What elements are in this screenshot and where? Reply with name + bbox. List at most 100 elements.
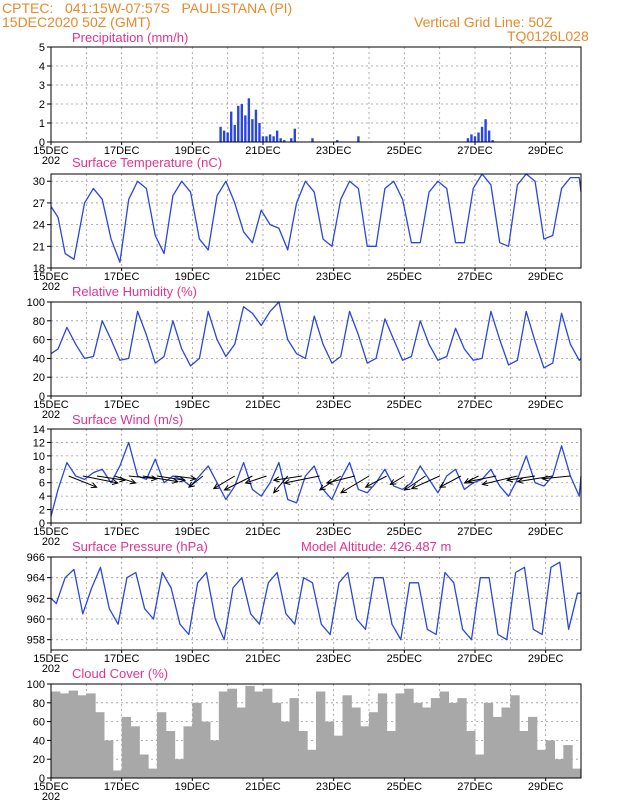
xtick-label: 19DEC	[175, 399, 211, 411]
pressure-title: Surface Pressure (hPa)	[72, 539, 208, 554]
rh-panel: 0 20 40 60 80 100 15DEC 17DEC 19DEC 21DEC 23DEC 25D…	[27, 284, 582, 421]
precip-bar	[473, 136, 477, 142]
precip-bar	[222, 130, 226, 142]
wind-arrow-head	[283, 478, 291, 485]
cloud-bar	[254, 691, 264, 778]
xtick-label: 19DEC	[175, 271, 211, 283]
xtick-label: 25DEC	[387, 781, 423, 793]
cloud-bar	[192, 702, 202, 778]
xtick-label: 29DEC	[528, 653, 564, 665]
cloud-bar	[271, 702, 282, 778]
precip-bar	[470, 134, 473, 142]
cloud-bar	[404, 688, 414, 778]
ytick-label: 4	[39, 61, 45, 73]
xtick-label: 27DEC	[457, 399, 493, 411]
xtick-label: 21DEC	[245, 526, 281, 538]
wind-arrow-head	[179, 476, 187, 483]
xtick-label: 23DEC	[316, 526, 352, 538]
precip-bar	[283, 140, 286, 142]
precip-bar	[237, 105, 240, 142]
ytick-label: 60	[33, 335, 45, 347]
xtick-label: 21DEC	[245, 399, 281, 411]
wind-arrow-head	[244, 478, 252, 485]
header-location: CPTEC: 041:15W-07:57S PAULISTANA (PI)	[2, 0, 293, 16]
year-label: 202	[42, 536, 60, 548]
ytick-label: 960	[27, 614, 45, 626]
cloud-bar	[333, 735, 343, 778]
ytick-label: 8	[39, 464, 45, 476]
ytick-label: 18	[33, 263, 45, 275]
wind-arrow-head	[129, 478, 137, 485]
wind-arrow-head	[150, 475, 158, 482]
cloud-panel: 0 20 40 60 80 100 15DEC 17DEC 19DEC 21DEC 23DEC 25D…	[27, 666, 582, 800]
wind-arrow	[326, 475, 355, 484]
xtick-label: 25DEC	[387, 145, 423, 157]
precip-bar	[247, 98, 251, 142]
wind-arrow	[142, 475, 178, 483]
wind-arrow-head	[516, 477, 524, 484]
cloud-bar	[572, 768, 582, 778]
ytick-label: 24	[33, 220, 45, 232]
precip-bar	[466, 138, 470, 142]
xtick-label: 15DEC	[33, 271, 69, 283]
precip-title: Precipitation (mm/h)	[72, 30, 188, 45]
xtick-label: 29DEC	[528, 145, 564, 157]
ytick-label: 2	[39, 505, 45, 517]
cloud-bar	[307, 749, 317, 778]
ytick-label: 962	[27, 593, 45, 605]
precip-bar	[219, 126, 222, 142]
xtick-label: 17DEC	[104, 399, 140, 411]
precip-bar	[290, 138, 293, 142]
ytick-label: 4	[39, 491, 45, 503]
xtick-label: 15DEC	[33, 145, 69, 157]
ytick-label: 0	[39, 773, 45, 785]
wind-arrow	[128, 475, 157, 480]
ytick-label: 40	[33, 735, 45, 747]
pressure-panel: 958 960 962 964 966 15DEC 17DEC 19DEC 21DEC 23DEC…	[27, 539, 582, 675]
cloud-bar	[210, 740, 220, 778]
xtick-label: 19DEC	[175, 781, 211, 793]
year-label: 202	[42, 281, 60, 293]
wind-arrow	[319, 475, 342, 491]
cloud-bar	[422, 707, 432, 778]
cloud-bar	[563, 745, 573, 778]
cloud-bar	[183, 726, 193, 778]
wind-arrow	[542, 475, 571, 480]
cloud-bar	[218, 691, 229, 778]
xtick-label: 19DEC	[175, 653, 211, 665]
year-label: 202	[42, 155, 60, 167]
wind-arrow	[404, 475, 426, 491]
precip-bar	[477, 132, 480, 142]
precip-bar	[265, 136, 268, 142]
precip-bar	[293, 128, 296, 142]
wind-arrow	[517, 475, 553, 483]
wind-arrow-head	[111, 478, 119, 485]
precip-bar	[484, 119, 487, 142]
xtick-label: 23DEC	[316, 271, 352, 283]
wind-arrow	[68, 475, 97, 488]
cloud-bar	[104, 740, 114, 778]
cloud-bar	[386, 731, 396, 778]
xtick-label: 21DEC	[245, 781, 281, 793]
xtick-label: 21DEC	[245, 653, 281, 665]
ytick-label: 1	[39, 118, 45, 130]
wind-arrow-head	[171, 477, 180, 484]
cloud-bar	[245, 685, 255, 778]
cloud-bar	[324, 721, 335, 778]
xtick-label: 23DEC	[316, 653, 352, 665]
ytick-label: 80	[33, 316, 45, 328]
ytick-label: 14	[33, 424, 45, 436]
xtick-label: 15DEC	[33, 399, 69, 411]
xtick-label: 29DEC	[528, 271, 564, 283]
xtick-label: 29DEC	[528, 399, 564, 411]
ytick-label: 30	[33, 176, 45, 188]
wind-arrow	[439, 475, 462, 488]
cloud-bar	[439, 691, 449, 778]
wind-arrow	[340, 475, 370, 494]
ytick-label: 20	[33, 754, 45, 766]
precip-bar	[487, 130, 491, 142]
header-grid-note: Vertical Grid Line: 50Z	[414, 14, 553, 30]
wind-arrow-head	[364, 482, 372, 488]
wind-arrow-head	[403, 484, 411, 491]
year-label: 202	[42, 663, 60, 675]
